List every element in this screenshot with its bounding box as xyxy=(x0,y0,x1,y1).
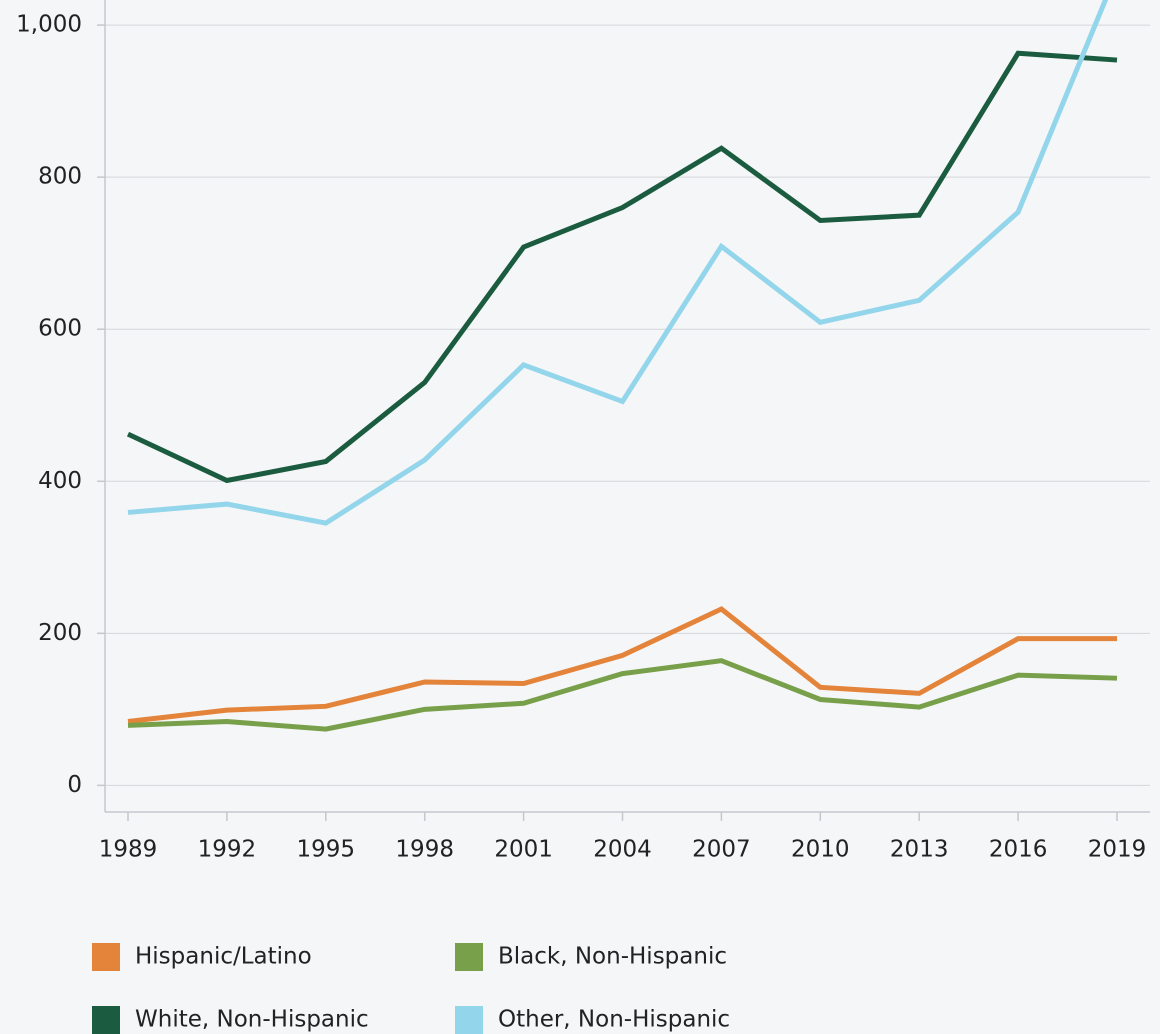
legend-swatch xyxy=(455,1006,483,1034)
legend-label: White, Non-Hispanic xyxy=(135,1007,369,1033)
y-tick-label: 600 xyxy=(38,316,82,342)
x-tick-label: 2019 xyxy=(1088,837,1147,863)
legend-swatch xyxy=(92,943,120,971)
series-line xyxy=(126,50,1118,484)
x-tick-label: 1989 xyxy=(99,837,158,863)
legend-swatch xyxy=(92,1006,120,1034)
x-tick-label: 2016 xyxy=(989,837,1048,863)
x-tick-label: 2013 xyxy=(890,837,949,863)
x-tick-label: 2001 xyxy=(494,837,553,863)
x-tick-label: 2010 xyxy=(791,837,850,863)
legend: Hispanic/Latino Black, Non-Hispanic White,… xyxy=(92,943,730,1034)
grid xyxy=(105,24,1150,786)
legend-swatch xyxy=(455,943,483,971)
y-tick-label: 1,000 xyxy=(16,12,82,38)
x-tick-label: 2004 xyxy=(593,837,652,863)
y-tick-label: 800 xyxy=(38,164,82,190)
series-line xyxy=(127,658,1118,732)
legend-label: Hispanic/Latino xyxy=(135,944,312,970)
y-tick-label: 400 xyxy=(38,468,82,494)
labels: 0 200 400 600 800 1,000 1989 1992 1995 1998 2001 20… xyxy=(16,12,1146,863)
x-tick-label: 2007 xyxy=(692,837,751,863)
y-tick-label: 0 xyxy=(67,772,82,798)
axes xyxy=(97,0,1150,821)
legend-label: Other, Non-Hispanic xyxy=(498,1007,730,1033)
lines xyxy=(126,0,1118,732)
legend-label: Black, Non-Hispanic xyxy=(498,944,727,970)
y-tick-label: 200 xyxy=(38,620,82,646)
series-line xyxy=(127,0,1109,526)
x-tick-label: 1995 xyxy=(297,837,356,863)
x-tick-label: 1998 xyxy=(395,837,454,863)
x-tick-label: 1992 xyxy=(198,837,257,863)
series-line xyxy=(127,606,1117,725)
